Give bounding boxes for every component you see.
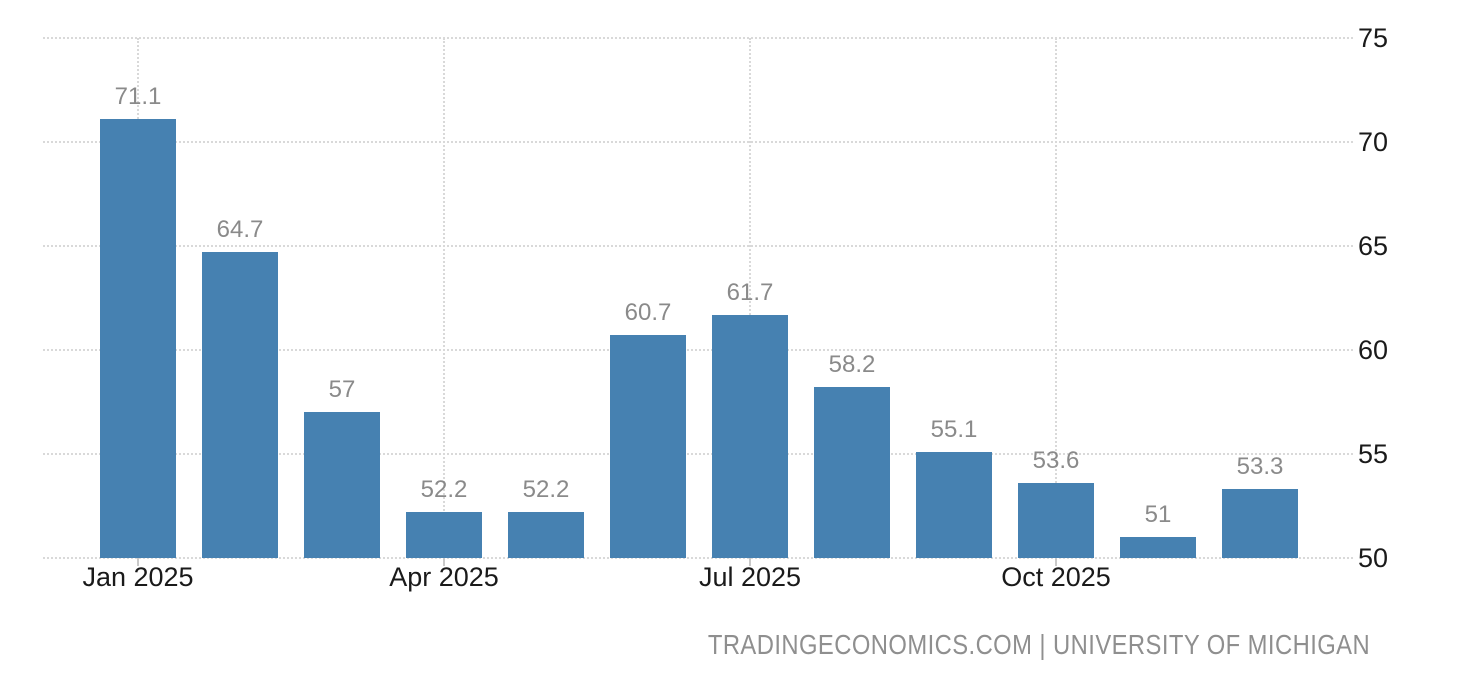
bar-value-label: 57 [328, 376, 356, 404]
bar-value-label: 52.2 [420, 476, 468, 504]
bar-value-label: 64.7 [216, 216, 264, 244]
bar-value-label: 51 [1144, 501, 1172, 529]
source-attribution: TRADINGECONOMICS.COM | UNIVERSITY OF MIC… [707, 629, 1370, 660]
bar-mar-2025[interactable] [304, 412, 380, 558]
gridline-horizontal [43, 245, 1353, 247]
bar-value-label: 71.1 [114, 83, 162, 111]
bar-oct-2025[interactable] [1018, 483, 1094, 558]
x-tick-label: Jul 2025 [698, 562, 802, 592]
bar-dec-2025[interactable] [1222, 489, 1298, 558]
bar-jul-2025[interactable] [712, 314, 788, 558]
x-tick-mark [749, 558, 751, 566]
gridline-horizontal [43, 557, 1353, 559]
x-tick-label: Jan 2025 [82, 562, 194, 592]
bar-value-label: 53.6 [1032, 447, 1080, 475]
x-tick-mark [1055, 558, 1057, 566]
bar-value-label: 52.2 [522, 476, 570, 504]
bar-value-label: 53.3 [1236, 453, 1284, 481]
y-tick-label: 55 [1358, 439, 1389, 469]
bar-nov-2025[interactable] [1120, 537, 1196, 558]
x-tick-label: Apr 2025 [389, 562, 499, 592]
y-tick-label: 65 [1358, 231, 1389, 261]
x-tick-mark [137, 558, 139, 566]
gridline-vertical [1055, 38, 1057, 558]
bar-value-label: 61.7 [726, 278, 774, 306]
y-tick-label: 75 [1358, 23, 1389, 53]
bar-aug-2025[interactable] [814, 387, 890, 558]
gridline-horizontal [43, 453, 1353, 455]
bar-feb-2025[interactable] [202, 252, 278, 558]
y-tick-label: 70 [1358, 127, 1389, 157]
bar-jun-2025[interactable] [610, 335, 686, 558]
bar-value-label: 55.1 [930, 415, 978, 443]
bar-value-label: 58.2 [828, 351, 876, 379]
bar-sep-2025[interactable] [916, 451, 992, 558]
bar-jan-2025[interactable] [100, 119, 176, 558]
gridline-horizontal [43, 349, 1353, 351]
bar-may-2025[interactable] [508, 512, 584, 558]
y-tick-label: 50 [1358, 543, 1389, 573]
x-tick-label: Oct 2025 [1001, 562, 1111, 592]
gridline-vertical [443, 38, 445, 558]
bar-value-label: 60.7 [624, 299, 672, 327]
x-tick-mark [443, 558, 445, 566]
y-tick-label: 60 [1358, 335, 1389, 365]
gridline-horizontal [43, 37, 1353, 39]
gridline-vertical [749, 38, 751, 558]
gridline-horizontal [43, 141, 1353, 143]
bar-apr-2025[interactable] [406, 512, 482, 558]
